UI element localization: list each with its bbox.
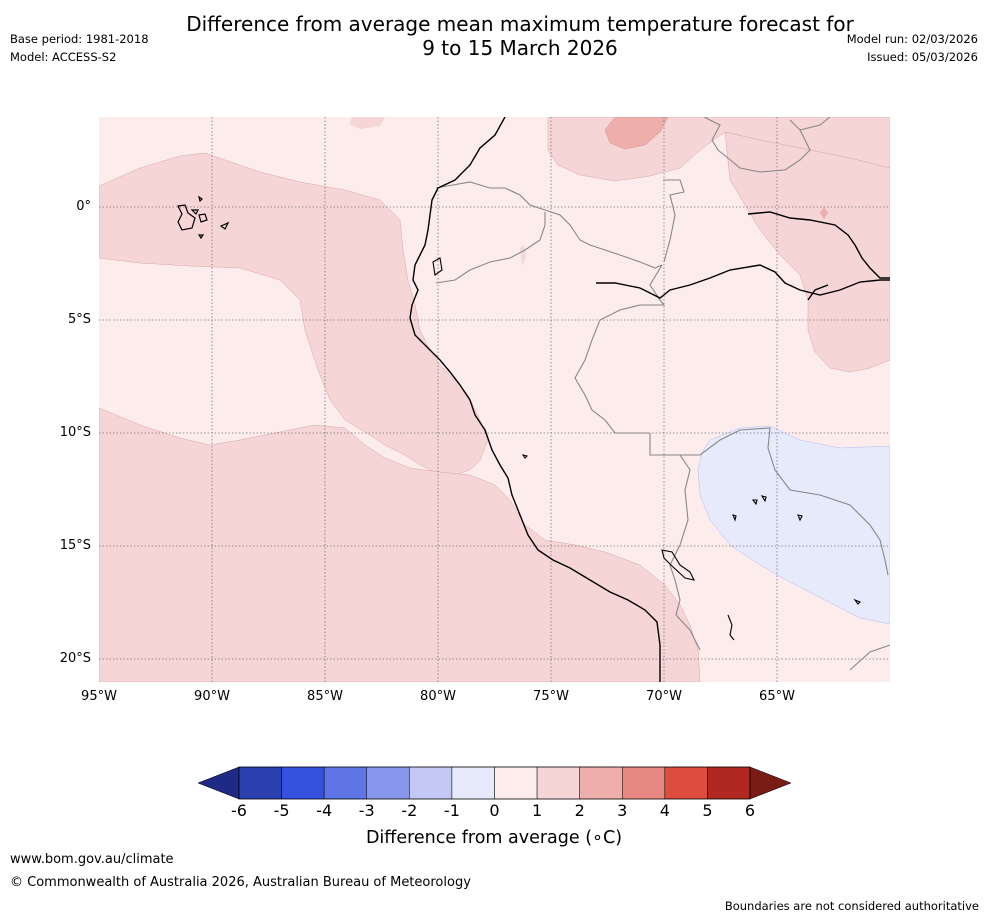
meta-left: Base period: 1981-2018 Model: ACCESS-S2 — [10, 32, 149, 68]
colorbar-cell — [281, 766, 325, 800]
colorbar-title: Difference from average (∘C) — [365, 828, 623, 848]
anomaly-2-to-3-patch — [604, 117, 669, 150]
country-borders — [435, 117, 890, 671]
colorbar-tick-label: 0 — [489, 801, 500, 820]
colorbar-tick-label: -6 — [231, 801, 247, 820]
anomaly-1-to-2-top-sliver — [349, 117, 385, 129]
title-line-2: 9 to 15 March 2026 — [422, 36, 618, 60]
anomaly-1-to-2-coastal-sliver — [520, 244, 526, 266]
colorbar-cell — [536, 766, 580, 800]
galapagos-islands — [177, 195, 230, 240]
anomaly-minus-1-to-0-region — [697, 425, 890, 625]
anomaly-1-to-2-amazon — [724, 131, 890, 373]
model-name: Model: ACCESS-S2 — [10, 50, 117, 64]
colorbar-tick-label: 1 — [531, 801, 543, 820]
chart-title: Difference from average mean maximum tem… — [0, 12, 988, 60]
coastline — [409, 117, 890, 682]
colorbar-tick-label: -5 — [273, 801, 290, 820]
colorbar-cell — [622, 766, 666, 800]
issued-date: Issued: 05/03/2026 — [867, 50, 978, 64]
colorbar-tick-label: 4 — [659, 801, 670, 820]
colorbar-frame — [238, 766, 751, 800]
colorbar-tick-label: -3 — [358, 801, 375, 820]
latitude-label: 20°S — [59, 651, 91, 666]
gridlines — [99, 117, 890, 682]
colorbar-cell — [409, 766, 453, 800]
lakes — [432, 257, 861, 641]
colorbar-tick-label: 6 — [744, 801, 756, 820]
colorbar-tick-label: 3 — [617, 801, 628, 820]
longitude-label: 80°W — [420, 689, 456, 704]
anomaly-1-to-2-southwest — [99, 407, 701, 682]
colorbar — [197, 766, 792, 800]
longitude-label: 90°W — [194, 689, 230, 704]
colorbar-cell — [366, 766, 410, 800]
latitude-label: 0° — [76, 199, 91, 214]
colorbar-cell — [323, 766, 367, 800]
colorbar-tick-label: 2 — [574, 801, 585, 820]
colorbar-tick-label: -1 — [443, 801, 460, 820]
meta-right: Model run: 02/03/2026 Issued: 05/03/2026 — [847, 32, 978, 68]
colorbar-arrow-low — [197, 766, 240, 800]
latitude-label: 5°S — [67, 312, 91, 327]
longitude-label: 70°W — [646, 689, 682, 704]
colorbar-cell — [664, 766, 708, 800]
colorbar-arrow-high — [749, 766, 792, 800]
colorbar-cells — [238, 766, 751, 800]
colorbar-cell — [451, 766, 495, 800]
disclaimer-text: Boundaries are not considered authoritat… — [724, 899, 979, 913]
colorbar-cell — [579, 766, 623, 800]
model-run: Model run: 02/03/2026 — [846, 32, 978, 46]
website-text: www.bom.gov.au/climate — [10, 852, 174, 867]
copyright-text: © Commonwealth of Australia 2026, Austra… — [10, 875, 471, 890]
map-area — [99, 117, 890, 682]
title-line-1: Difference from average mean maximum tem… — [186, 12, 854, 36]
colorbar-tick-label: 5 — [702, 801, 713, 820]
colorbar-tick-label: -2 — [401, 801, 418, 820]
latitude-label: 15°S — [59, 538, 91, 553]
longitude-label: 75°W — [533, 689, 569, 704]
colorbar-cell — [707, 766, 751, 800]
latitude-label: 10°S — [59, 425, 91, 440]
colorbar-cell — [238, 766, 282, 800]
colorbar-cell — [494, 766, 538, 800]
base-period: Base period: 1981-2018 — [10, 32, 149, 46]
longitude-label: 85°W — [307, 689, 343, 704]
longitude-label: 65°W — [759, 689, 795, 704]
anomaly-2-to-3-speck — [820, 207, 828, 219]
longitude-label: 95°W — [81, 689, 117, 704]
colorbar-tick-label: -4 — [316, 801, 333, 820]
